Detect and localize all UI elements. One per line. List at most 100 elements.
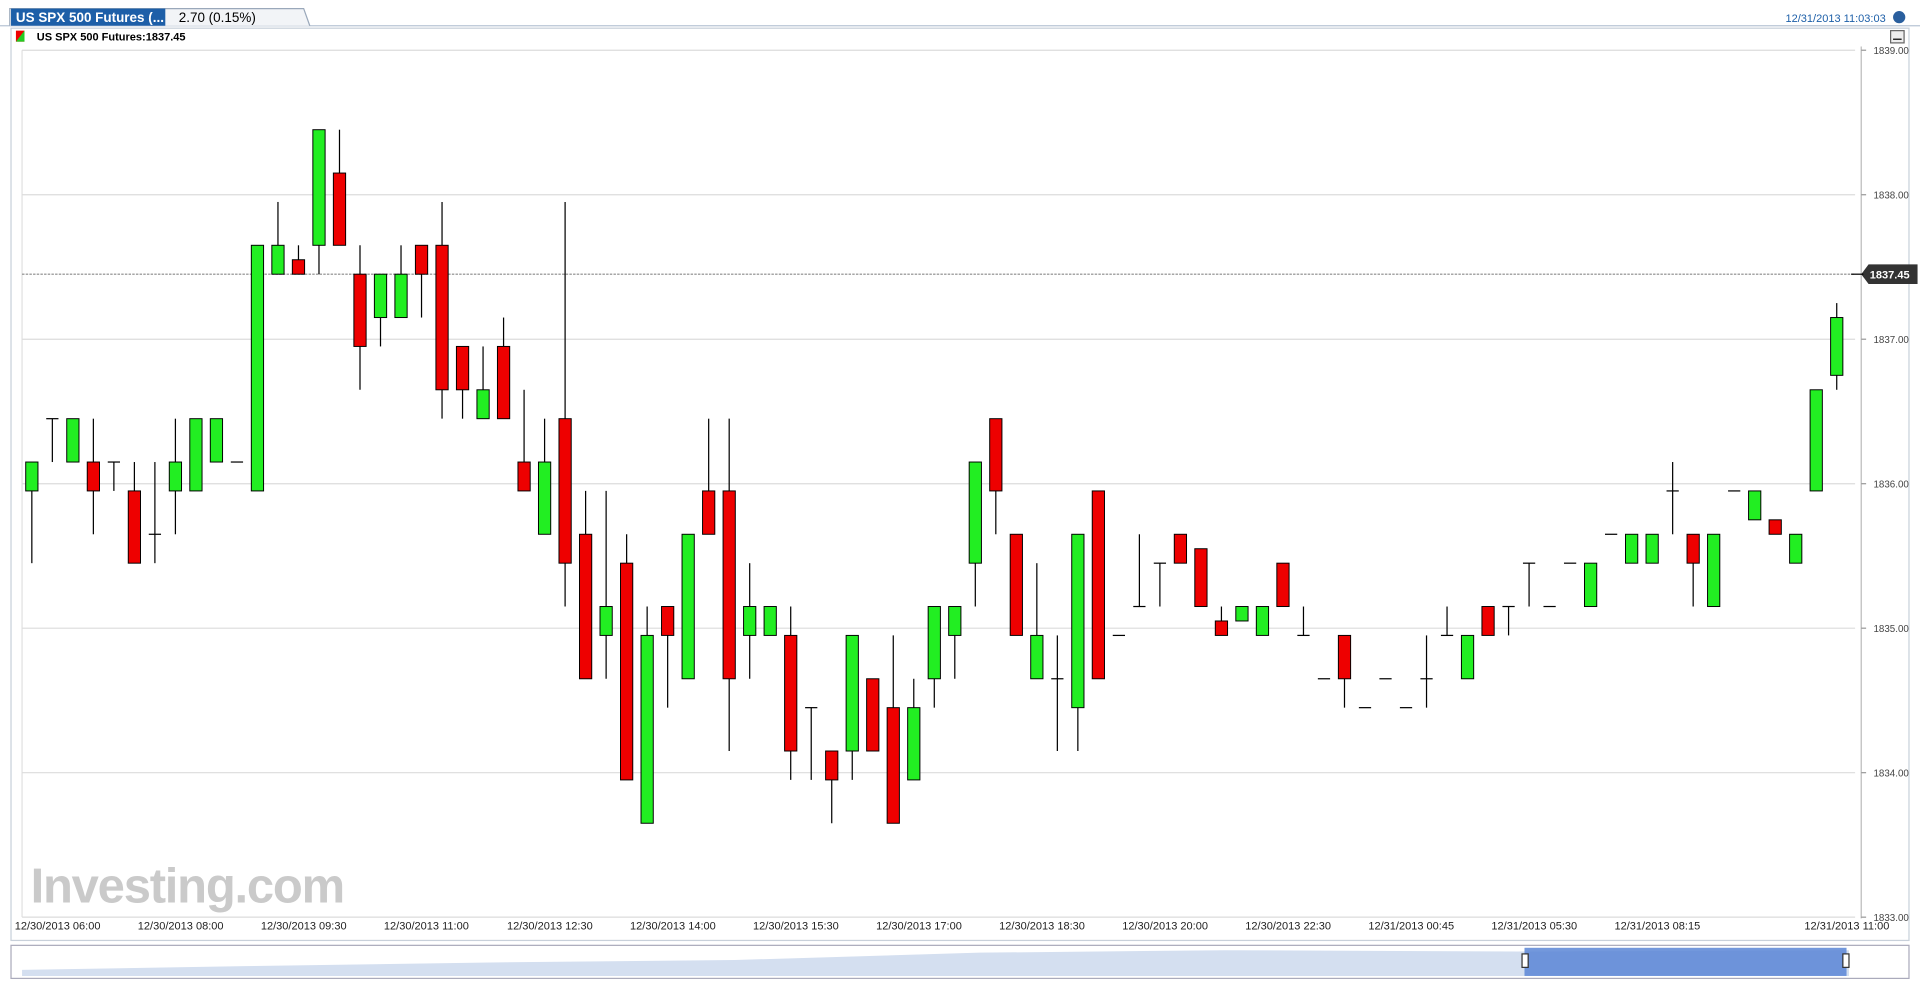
candle-body — [968, 461, 982, 564]
candle-body — [250, 244, 265, 492]
candle-body — [1194, 548, 1208, 608]
candle-body — [373, 273, 388, 319]
x-tick-label: 12/30/2013 14:00 — [630, 920, 716, 932]
candle-body — [127, 490, 141, 564]
candle-body — [1789, 533, 1803, 564]
x-tick-label: 12/31/2013 05:30 — [1491, 920, 1577, 932]
candle-body — [866, 678, 880, 752]
change: 2.70 (0.15%) — [179, 10, 256, 25]
y-tick-label: 1835.00 — [1873, 624, 1909, 635]
candle-body — [476, 389, 490, 420]
candle-body — [1686, 533, 1700, 564]
candle-body — [455, 345, 470, 391]
candle-body — [989, 418, 1003, 492]
x-tick-label: 12/31/2013 11:00 — [1804, 920, 1889, 932]
candle-body — [1645, 533, 1659, 564]
minimize-button[interactable] — [1890, 30, 1905, 44]
chart-frame — [10, 27, 1910, 942]
candle-body — [1071, 533, 1085, 709]
navigator-handle[interactable] — [1521, 953, 1529, 968]
candle-body — [1625, 533, 1639, 564]
y-tick-label: 1836.00 — [1873, 479, 1909, 490]
candle-body — [558, 418, 572, 564]
candle-body — [86, 461, 100, 492]
last-price-label: 1837.45 — [1870, 269, 1910, 281]
candle-body — [189, 418, 203, 492]
candle-body — [1460, 634, 1475, 680]
navigator-area — [22, 950, 1849, 976]
candle-body — [66, 418, 80, 463]
timestamp: 12/31/2013 11:03:03 — [1785, 13, 1885, 25]
candle-body — [1337, 634, 1352, 680]
candle-body — [763, 606, 777, 636]
candle-body — [927, 606, 941, 680]
candle-body — [537, 461, 552, 535]
candle-body — [886, 707, 900, 824]
candle-body — [1173, 533, 1188, 564]
candle-body — [640, 634, 654, 824]
candle-body — [1707, 533, 1721, 608]
candle-body — [271, 244, 285, 275]
candle-body — [1768, 519, 1782, 535]
candle-body — [168, 461, 183, 492]
x-tick-label: 12/31/2013 00:45 — [1368, 920, 1454, 932]
candle-body — [1748, 490, 1762, 521]
navigator-handle[interactable] — [1842, 953, 1850, 968]
candle-body — [517, 461, 531, 492]
candle-body — [1255, 606, 1270, 636]
y-tick-label: 1834.00 — [1873, 768, 1909, 779]
navigator-window[interactable] — [1524, 947, 1847, 976]
x-tick-label: 12/30/2013 09:30 — [261, 920, 347, 932]
candle-body — [1214, 620, 1229, 636]
x-tick-label: 12/30/2013 18:30 — [999, 920, 1085, 932]
candle-body — [1481, 606, 1495, 636]
candle-body — [394, 273, 408, 319]
candle-body — [702, 490, 716, 535]
candle-body — [312, 129, 326, 246]
x-tick-label: 12/30/2013 22:30 — [1245, 920, 1331, 932]
candle-body — [291, 259, 306, 275]
candle-body — [209, 418, 224, 463]
candle-body — [1091, 490, 1105, 680]
x-tick-label: 12/30/2013 12:30 — [507, 920, 593, 932]
candle-body — [825, 750, 839, 781]
x-tick-label: 12/30/2013 20:00 — [1122, 920, 1208, 932]
x-tick-label: 12/30/2013 08:00 — [138, 920, 224, 932]
candle-body — [845, 634, 859, 752]
candle-body — [722, 490, 736, 680]
x-tick-label: 12/30/2013 15:30 — [753, 920, 839, 932]
candle-body — [661, 606, 675, 636]
candle-body — [414, 244, 429, 275]
candle-body — [1584, 562, 1598, 608]
x-tick-label: 12/30/2013 11:00 — [384, 920, 469, 932]
candle-body — [25, 461, 39, 492]
x-tick-label: 12/31/2013 08:15 — [1614, 920, 1700, 932]
x-tick-label: 12/30/2013 06:00 — [15, 920, 101, 932]
chart-title: US SPX 500 Futures:1837.45 — [37, 31, 186, 43]
candle-body — [1809, 389, 1823, 492]
last-price-badge — [1861, 264, 1918, 284]
tab-title-bg — [11, 8, 166, 26]
candle-body — [579, 533, 593, 680]
candle-body — [1276, 562, 1290, 608]
refresh-icon[interactable] — [1893, 11, 1906, 24]
x-tick-label: 12/30/2013 17:00 — [876, 920, 962, 932]
candle-body — [599, 606, 613, 636]
y-tick-label: 1833.00 — [1873, 913, 1909, 924]
candle-body — [1235, 606, 1249, 622]
tab-title[interactable]: US SPX 500 Futures (... — [16, 10, 164, 25]
candle-body — [496, 345, 511, 420]
candle-body — [332, 172, 347, 246]
candle-body — [1030, 634, 1044, 680]
candle-body — [353, 273, 367, 347]
y-tick-label: 1837.00 — [1873, 335, 1909, 346]
candle-body — [784, 634, 798, 752]
candle-body — [435, 244, 449, 391]
candle-body — [1830, 317, 1844, 376]
candle-body — [681, 533, 695, 680]
watermark: Investing.com — [31, 859, 344, 913]
candle-body — [1009, 533, 1023, 636]
